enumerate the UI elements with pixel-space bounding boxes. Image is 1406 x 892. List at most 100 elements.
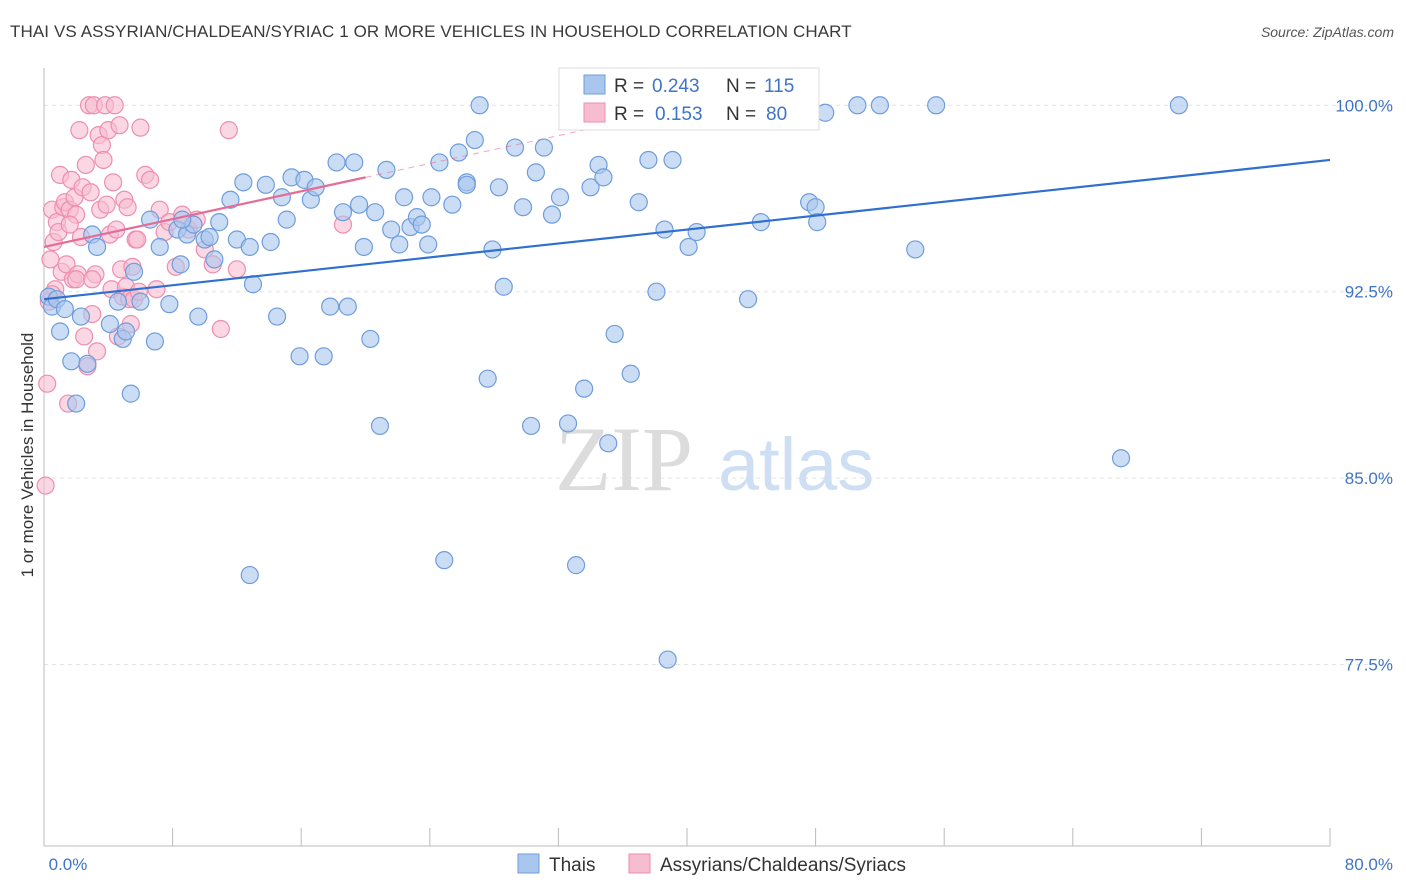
thais-point bbox=[639, 150, 658, 170]
thais-point bbox=[457, 175, 476, 194]
thais-point bbox=[267, 307, 287, 326]
thais-point bbox=[171, 255, 190, 274]
legend-r-value-assyrians: 0.153 bbox=[655, 104, 703, 125]
thais-point bbox=[108, 292, 128, 311]
thais-point bbox=[534, 138, 554, 157]
assyrians-point bbox=[76, 155, 95, 175]
thais-point bbox=[145, 332, 165, 351]
thais-point bbox=[663, 150, 682, 170]
assyrians-point bbox=[67, 270, 86, 289]
legend-n-label-thais: N = bbox=[726, 76, 756, 97]
thais-point bbox=[121, 384, 140, 403]
thais-point bbox=[808, 213, 827, 232]
assyrians-point bbox=[38, 374, 57, 393]
legend-r-label-thais: R = bbox=[614, 76, 644, 97]
thais-point bbox=[906, 240, 925, 259]
thais-point bbox=[594, 168, 613, 187]
assyrians-point bbox=[81, 183, 100, 202]
thais-point bbox=[599, 434, 618, 453]
thais-point bbox=[419, 235, 438, 254]
thais-point bbox=[470, 96, 489, 115]
thais-point bbox=[131, 292, 150, 311]
thais-point bbox=[349, 195, 369, 214]
assyrians-point bbox=[131, 118, 150, 137]
thais-point bbox=[526, 163, 545, 182]
legend-n-label-assyrians: N = bbox=[726, 104, 756, 125]
thais-point bbox=[50, 322, 70, 341]
thais-point bbox=[100, 314, 120, 334]
thais-point bbox=[443, 195, 462, 214]
thais-point bbox=[550, 188, 570, 207]
thais-point bbox=[200, 227, 219, 247]
thais-point bbox=[243, 275, 263, 294]
y-tick-label: 85.0% bbox=[1345, 469, 1393, 488]
assyrians-point bbox=[94, 150, 113, 170]
assyrians-point bbox=[140, 170, 160, 189]
thais-point bbox=[370, 416, 390, 436]
thais-point bbox=[575, 379, 594, 398]
thais-point bbox=[256, 175, 275, 194]
thais-point bbox=[430, 153, 449, 172]
bottom-legend-label-thais: Thais bbox=[549, 855, 595, 876]
y-axis-label: 1 or more Vehicles in Household bbox=[18, 333, 37, 578]
assyrians-point bbox=[70, 121, 89, 140]
thais-point bbox=[658, 650, 677, 669]
thais-point bbox=[412, 215, 431, 234]
thais-point bbox=[566, 556, 586, 575]
thais-point bbox=[494, 277, 513, 296]
watermark: ZIP atlas bbox=[555, 408, 874, 510]
thais-point bbox=[71, 307, 91, 326]
thais-point bbox=[240, 565, 259, 585]
assyrians-point bbox=[104, 173, 123, 192]
thais-point bbox=[513, 198, 533, 217]
y-tick-label: 100.0% bbox=[1335, 96, 1393, 115]
assyrians-point bbox=[227, 260, 246, 279]
thais-point bbox=[160, 295, 179, 314]
thais-point bbox=[210, 213, 229, 232]
x-tick-label-max: 80.0% bbox=[1345, 855, 1393, 874]
legend-r-value-thais: 0.243 bbox=[652, 76, 700, 97]
thais-point bbox=[465, 130, 484, 150]
thais-point bbox=[647, 282, 666, 301]
thais-point bbox=[377, 160, 396, 180]
assyrians-point bbox=[219, 121, 238, 140]
trend-line-thais bbox=[43, 158, 1331, 301]
thais-point bbox=[806, 198, 825, 217]
assyrians-point bbox=[83, 270, 102, 289]
thais-point bbox=[848, 96, 867, 115]
thais-point bbox=[687, 222, 706, 242]
thais-point bbox=[655, 220, 674, 239]
thais-point bbox=[333, 203, 353, 222]
assyrians-point bbox=[60, 215, 79, 234]
thais-point bbox=[621, 364, 640, 383]
thais-point bbox=[55, 300, 74, 319]
thais-point bbox=[189, 307, 208, 326]
thais-point bbox=[116, 322, 136, 341]
thais-point bbox=[394, 188, 414, 207]
assyrians-point bbox=[87, 342, 107, 361]
source-credit: Source: ZipAtlas.com bbox=[1260, 24, 1394, 40]
thais-point bbox=[361, 329, 380, 349]
thais-point bbox=[422, 188, 441, 207]
legend-swatch-thais bbox=[583, 74, 606, 95]
thais-point bbox=[1169, 96, 1188, 115]
x-tick-label-min: 0.0% bbox=[49, 855, 88, 874]
chart-title: THAI VS ASSYRIAN/CHALDEAN/SYRIAC 1 OR MO… bbox=[10, 22, 852, 41]
assyrians-point bbox=[147, 280, 166, 299]
x-tick-labels: 0.0% 80.0% bbox=[49, 855, 1393, 874]
thais-point bbox=[629, 193, 648, 212]
axes bbox=[43, 68, 1331, 847]
thais-point bbox=[78, 354, 97, 373]
legend-r-label-assyrians: R = bbox=[614, 104, 644, 125]
assyrians-point bbox=[75, 327, 94, 346]
thais-point bbox=[345, 153, 364, 172]
thais-point bbox=[321, 297, 340, 316]
thais-point bbox=[87, 237, 107, 257]
watermark-atlas: atlas bbox=[718, 423, 874, 506]
thais-point bbox=[489, 178, 509, 197]
thais-point bbox=[62, 352, 81, 371]
thais-point bbox=[542, 205, 562, 224]
legend-swatch-assyrians bbox=[583, 102, 606, 123]
assyrians-point bbox=[105, 96, 124, 115]
